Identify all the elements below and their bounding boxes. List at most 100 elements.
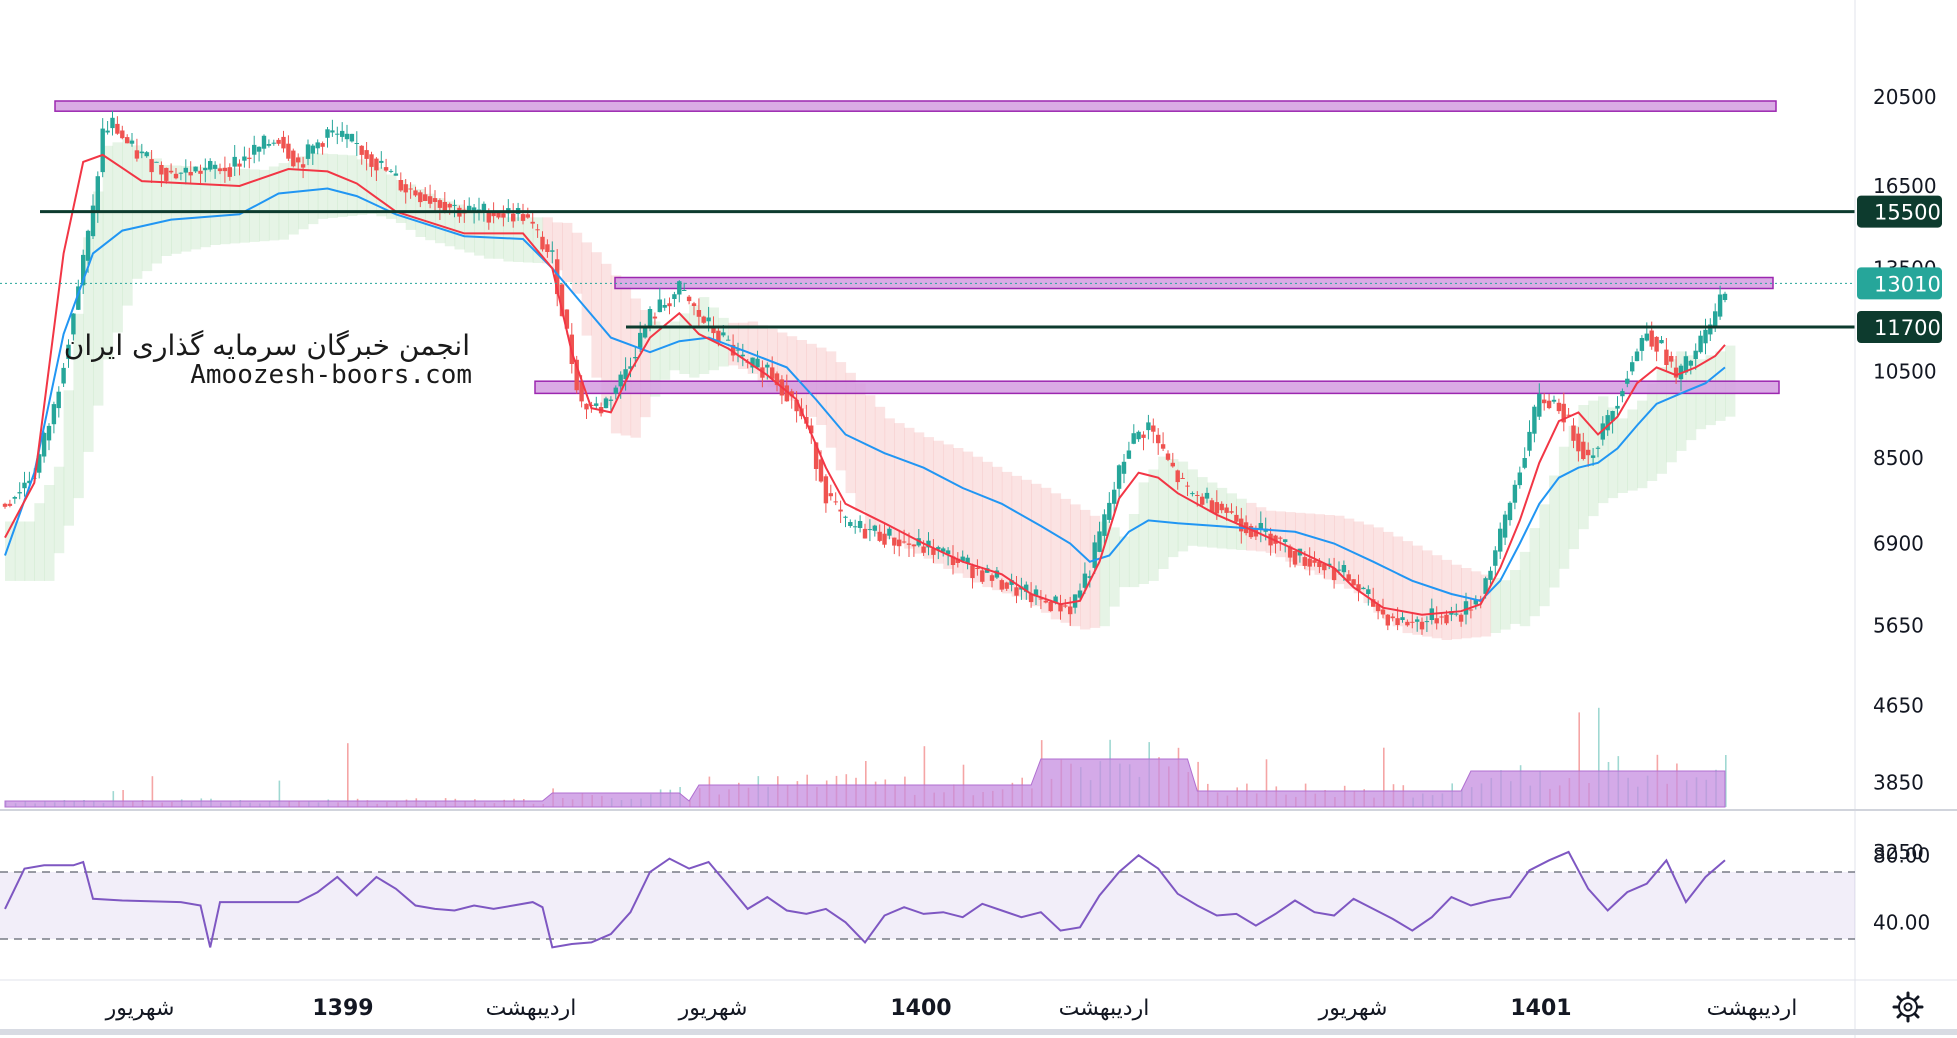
candle-body <box>867 529 873 531</box>
candle-body <box>1703 329 1708 344</box>
price-tick-label: 10500 <box>1873 359 1937 383</box>
ichimoku-cloud-segment <box>1402 541 1413 634</box>
candle-body <box>1087 576 1092 578</box>
candle-body <box>1527 431 1532 451</box>
ichimoku-cloud-segment <box>347 155 358 216</box>
candle-body <box>1121 461 1127 474</box>
candle-body <box>247 157 252 159</box>
candle-body <box>1683 356 1689 373</box>
rsi-band-fill <box>0 872 1855 939</box>
candle-body <box>315 142 320 149</box>
ichimoku-cloud-segment <box>229 168 241 244</box>
candle-body <box>1600 423 1605 440</box>
candle-body <box>110 117 115 129</box>
candle-body <box>1561 403 1566 423</box>
candle-body <box>144 152 149 157</box>
candle-body <box>481 203 487 213</box>
ichimoku-cloud-segment <box>1314 514 1325 575</box>
candle-body <box>1498 528 1503 552</box>
price-tick-label: 3250 <box>1873 840 1924 864</box>
candle-body <box>770 367 775 379</box>
ichimoku-cloud-segment <box>308 152 319 225</box>
candle-body <box>1361 587 1366 590</box>
candle-body <box>755 358 760 368</box>
price-tick-label: 20500 <box>1873 85 1937 109</box>
time-axis-label: شهریور <box>1318 996 1388 1021</box>
volume-bar <box>1197 761 1199 807</box>
candle-body <box>1576 433 1581 452</box>
ichimoku-cloud-segment <box>259 169 270 242</box>
price-tick-label: 3850 <box>1873 771 1924 795</box>
candle-body <box>594 403 599 406</box>
candle-body <box>1004 582 1009 589</box>
candle-body <box>1278 537 1283 539</box>
candle-body <box>1322 563 1327 571</box>
candle-body <box>1454 613 1459 615</box>
ichimoku-cloud-segment <box>650 321 661 397</box>
candle-body <box>1048 601 1053 612</box>
candle-body <box>1009 580 1014 585</box>
candle-body <box>853 526 858 528</box>
candle-body <box>1620 391 1625 397</box>
candle-body <box>1165 453 1171 460</box>
candle-body <box>794 399 799 412</box>
ichimoku-cloud-segment <box>464 207 475 253</box>
ichimoku-cloud-segment <box>1197 477 1208 547</box>
candle-body <box>740 354 745 357</box>
volume-bar <box>1725 755 1727 807</box>
candle-body <box>354 143 359 144</box>
gear-icon[interactable] <box>1892 991 1924 1023</box>
candle-body <box>691 303 697 306</box>
volume-bar <box>1383 747 1385 807</box>
candle-body <box>154 161 159 163</box>
time-axis[interactable]: شهریور 1399 اردیبهشت شهریور 1400 اردیبهشت شهری… <box>105 996 1798 1021</box>
price-axis[interactable]: 2650020500165001350010500850069005650465… <box>1873 0 1937 864</box>
ichimoku-cloud-segment <box>679 313 690 374</box>
candle-body <box>442 202 447 213</box>
candle-body <box>1522 458 1527 468</box>
candle-body <box>1463 601 1469 615</box>
candle-body <box>95 176 100 212</box>
candle-body <box>37 454 42 473</box>
candle-body <box>364 150 369 159</box>
ichimoku-cloud-segment <box>1549 475 1560 588</box>
ichimoku-cloud-segment <box>1431 555 1443 639</box>
candle-body <box>555 259 560 295</box>
candle-body <box>1439 616 1444 618</box>
ichimoku-cloud-segment <box>1285 512 1296 562</box>
time-axis-label: شهریور <box>105 996 175 1021</box>
candle-body <box>467 205 472 212</box>
candle-body <box>838 509 843 512</box>
candle-body <box>848 522 853 526</box>
horizontal-levels[interactable] <box>40 210 1855 329</box>
candle-body <box>188 172 193 176</box>
candle-body <box>1688 360 1693 366</box>
ichimoku-cloud-segment <box>14 521 26 581</box>
ichimoku-cloud-segment <box>806 343 817 417</box>
candle-body <box>1131 433 1136 444</box>
candle-body <box>774 373 780 386</box>
candle-body <box>149 159 154 173</box>
watermark-persian: انجمن خبرگان سرمایه گذاری ایران <box>64 329 470 362</box>
candle-body <box>897 539 902 547</box>
candle-body <box>1351 579 1356 586</box>
candle-body <box>427 196 433 204</box>
ichimoku-cloud-segment <box>483 213 495 259</box>
candle-body <box>1551 399 1557 402</box>
last-price-label: 13010 <box>1874 272 1941 296</box>
candle-body <box>559 284 565 317</box>
ichimoku-cloud-segment <box>1598 396 1609 504</box>
ichimoku-cloud-segment <box>210 167 221 245</box>
candle-body <box>212 164 218 169</box>
ichimoku-cloud-segment <box>1040 487 1052 613</box>
candle-body <box>1424 621 1430 623</box>
candle-body <box>1317 561 1322 567</box>
ichimoku-cloud-segment <box>1412 545 1423 635</box>
candle-body <box>1654 336 1659 352</box>
candle-body <box>1190 493 1195 495</box>
ichimoku-cloud-segment <box>1021 479 1032 600</box>
candle-body <box>1292 551 1298 565</box>
ichimoku-cloud-segment <box>73 313 84 499</box>
ichimoku-cloud-segment <box>220 167 231 245</box>
